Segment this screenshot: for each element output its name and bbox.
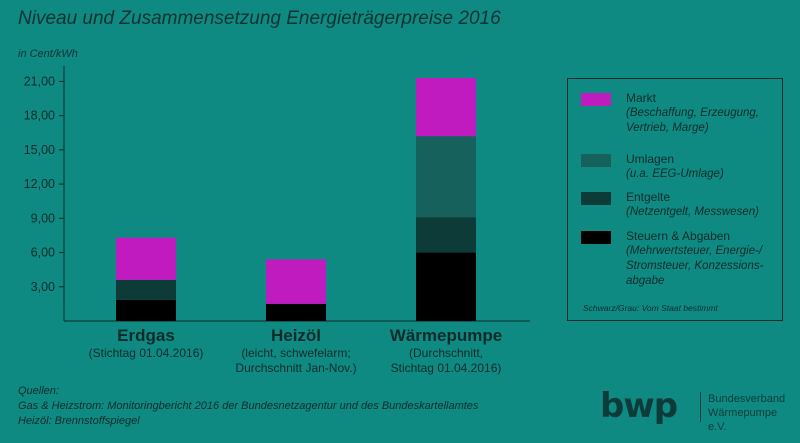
- logo-line: Wärmepumpe e.V.: [708, 407, 778, 433]
- category-subtitle: (Stichtag 01.04.2016): [89, 346, 204, 360]
- logo-text: Bundesverband Wärmepumpe e.V.: [708, 392, 798, 434]
- legend-swatch-entgelte: [581, 192, 611, 205]
- sources-heading: Quellen:: [18, 385, 59, 397]
- y-tick-label: 3,00: [31, 280, 55, 294]
- y-tick-label: 12,00: [24, 177, 55, 191]
- legend-label: Umlagen: [626, 152, 675, 166]
- unit-label: in Cent/kWh: [18, 48, 78, 60]
- y-tick-label: 9,00: [31, 211, 55, 225]
- category-label: Heizöl: [271, 326, 321, 345]
- logo-mark: bwp: [600, 386, 678, 426]
- sources: Quellen: Gas & Heizstrom: Monitoringberi…: [18, 384, 478, 429]
- category-label: Erdgas: [117, 326, 175, 345]
- chart-title: Niveau und Zusammensetzung Energieträger…: [18, 8, 501, 29]
- legend-description: (u.a. EEG-Umlage): [626, 168, 724, 180]
- legend-label: Entgelte: [626, 190, 671, 204]
- legend: Markt (Beschaffung, Erzeugung, Vertrieb,…: [567, 78, 783, 321]
- bar-segment-steuern-abgaben: [416, 252, 476, 321]
- sources-line: Heizöl: Brennstoffspiegel: [18, 415, 140, 427]
- bar-segment-umlagen: [416, 136, 476, 218]
- y-tick-label: 6,00: [31, 246, 55, 260]
- bar-segment-steuern-abgaben: [266, 303, 326, 321]
- category-subtitle: (leicht, schwefelarm;: [241, 346, 350, 360]
- bar-segment-markt: [266, 259, 326, 304]
- legend-swatch-umlagen: [581, 154, 611, 167]
- y-tick-label: 15,00: [24, 143, 55, 157]
- legend-description: (Mehrwertsteuer, Energie-/ Stromsteuer, …: [626, 245, 764, 287]
- bar-segment-steuern-abgaben: [116, 299, 176, 321]
- logo-line: Bundesverband: [708, 393, 786, 405]
- bar-segment-entgelte: [116, 279, 176, 300]
- stacked-bar-chart: 3,00 6,00 9,00 12,00 15,00 18,00 21,00 Erdgas(S…: [24, 66, 530, 375]
- category-subtitle: Durchschnitt Jan-Nov.): [235, 361, 356, 375]
- bar-segment-markt: [116, 237, 176, 280]
- legend-swatch-steuern: [581, 231, 611, 244]
- legend-swatch-markt: [581, 93, 611, 106]
- category-subtitle: (Durchschnitt,: [409, 346, 483, 360]
- sources-line: Gas & Heizstrom: Monitoringbericht 2016 …: [18, 400, 479, 412]
- bar-segment-entgelte: [416, 217, 476, 253]
- category-label: Wärmepumpe: [390, 326, 502, 345]
- y-tick-label: 21,00: [24, 74, 55, 88]
- y-tick-label: 18,00: [24, 109, 55, 123]
- legend-label: Markt: [626, 91, 656, 105]
- legend-description: (Beschaffung, Erzeugung, Vertrieb, Marge…: [626, 107, 759, 134]
- category-subtitle: Stichtag 01.04.2016): [391, 361, 502, 375]
- legend-label: Steuern & Abgaben: [626, 229, 731, 243]
- bar-segment-markt: [416, 77, 476, 137]
- legend-note: Schwarz/Grau: Vom Staat bestimmt: [583, 303, 718, 313]
- legend-description: (Netzentgelt, Messwesen): [626, 206, 759, 218]
- logo-divider: [700, 392, 701, 422]
